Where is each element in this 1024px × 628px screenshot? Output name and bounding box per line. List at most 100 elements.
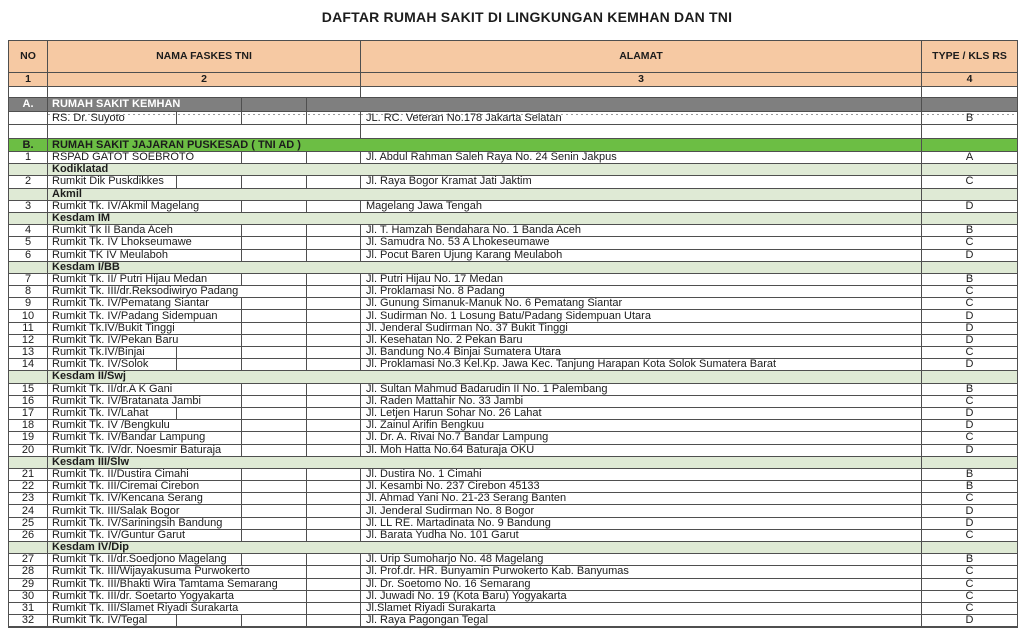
- cell-address: Jl. Pocut Baren Ujung Karang Meulaboh: [361, 249, 922, 261]
- cell-divider: [306, 298, 307, 310]
- hospital-name-text: Rumkit Tk. IV/Padang Sidempuan: [52, 310, 218, 322]
- cell-subsection-label: Kesdam I/BB: [48, 261, 922, 273]
- cell-type-class: D: [965, 407, 974, 420]
- cell-hospital-name: Rumkit Tk. IV /Bengkulu: [48, 420, 361, 432]
- cell-hospital-name: Rumkit Tk. IV Lhokseumawe: [48, 237, 361, 249]
- cell-divider: [306, 383, 307, 395]
- cell-empty: [9, 261, 48, 273]
- cell-divider: [241, 225, 242, 237]
- table-row: 14 Rumkit Tk. IV/Solok Jl. Proklamasi No.3…: [9, 359, 1017, 372]
- cell-no: 1: [9, 152, 48, 164]
- cell-empty: [922, 87, 1017, 97]
- subsection-label-text: Akmil: [52, 188, 82, 200]
- table-row: 28 Rumkit Tk. III/Wijayakusuma Purwokerto…: [9, 566, 1017, 579]
- cell-divider: [306, 517, 307, 529]
- cell-type-class: C: [965, 286, 974, 298]
- hospital-name-text: Rumkit Tk. IV/Solok: [52, 359, 149, 371]
- cell-address: Jl. Bandung No.4 Binjai Sumatera Utara: [361, 347, 922, 359]
- page-title: DAFTAR RUMAH SAKIT DI LINGKUNGAN KEMHAN …: [321, 9, 733, 25]
- cell-type-class: D: [965, 359, 974, 371]
- table-row: 29 Rumkit Tk. III/Bhakti Wira Tamtama Sem…: [9, 578, 1017, 591]
- cell-type-class: C: [965, 237, 974, 249]
- cell-no: 4: [9, 225, 48, 237]
- cell-divider: [306, 249, 307, 261]
- hospital-name-text: Rumkit Tk. IV/Pematang Siantar: [52, 298, 209, 310]
- hospital-name-text: Rumkit Tk. IV/Kencana Serang: [52, 493, 203, 505]
- cell-subsection-label: Kesdam IM: [48, 212, 922, 225]
- cell-hospital-name: Rumkit Tk. II/dr.Soedjono Magelang: [48, 554, 361, 566]
- cell-divider: [306, 578, 307, 590]
- cell-address: Jl. Raya Pagongan Tegal: [361, 615, 922, 627]
- cell-no: 25: [9, 517, 48, 529]
- hospital-name-text: Rumkit TK IV Meulaboh: [52, 249, 168, 261]
- cell-empty: [9, 212, 48, 225]
- cell-empty: [361, 125, 922, 138]
- cell-divider: [241, 310, 242, 322]
- cell-address: Jl. Moh Hatta No.64 Baturaja OKU: [361, 444, 922, 456]
- cell-no: 20: [9, 444, 48, 456]
- table-row: 9 Rumkit Tk. IV/Pematang Siantar Jl. Gunun…: [9, 298, 1017, 311]
- cell-no: 26: [9, 529, 48, 541]
- section-row-kemhan: A. RUMAH SAKIT KEMHAN: [9, 98, 1017, 112]
- cell-no: 3: [9, 200, 48, 212]
- cell-type-class: C: [965, 493, 974, 505]
- cell-divider: [176, 176, 177, 188]
- cell-address: Jl. Dr. A. Rivai No.7 Bandar Lampung: [361, 432, 922, 444]
- cell-type-class: C: [965, 578, 974, 590]
- cell-no: 21: [9, 468, 48, 481]
- cell-subsection-label: Kesdam IV/Dip: [48, 542, 922, 554]
- hospital-name-text: Rumkit Tk. IV/Tegal: [52, 615, 148, 627]
- cell-no: 31: [9, 602, 48, 615]
- hospital-name-text: RS. Dr. Suyoto: [52, 112, 125, 124]
- cell-no: 27: [9, 554, 48, 566]
- cell-subsection-label: Kesdam III/Slw: [48, 456, 922, 468]
- cell-type-class: B: [965, 481, 974, 493]
- hospital-name-text: Rumkit Tk. IV/Bratanata Jambi: [52, 395, 201, 407]
- hospital-name-text: Rumkit Tk. III/dr.Reksodiwiryo Padang: [52, 286, 239, 298]
- subsection-row: Akmil: [9, 188, 1017, 201]
- cell-divider: [306, 112, 307, 124]
- cell-hospital-name: Rumkit Tk. IV/Bratanata Jambi: [48, 395, 361, 407]
- spacer-row: [9, 125, 1017, 139]
- cell-no: 8: [9, 286, 48, 298]
- cell-subsection-label: Kodiklatad: [48, 164, 922, 176]
- cell-no: 14: [9, 359, 48, 371]
- table-row: 3 Rumkit Tk. IV/Akmil Magelang Magelang Ja…: [9, 200, 1017, 213]
- cell-no: 7: [9, 273, 48, 286]
- cell-address: Jl. Jenderal Sudirman No. 37 Bukit Tingg…: [361, 322, 922, 334]
- cell-divider: [306, 554, 307, 566]
- cell-address: Jl. Sultan Mahmud Badarudin II No. 1 Pal…: [361, 383, 922, 395]
- hospital-name-text: Rumkit Tk. II/ Putri Hijau Medan: [52, 273, 208, 285]
- cell-no: 32: [9, 615, 48, 627]
- table-row: 19 Rumkit Tk. IV/Bandar Lampung Jl. Dr. A.…: [9, 432, 1017, 445]
- table-row: 30 Rumkit Tk. III/dr. Soetarto Yogyakarta…: [9, 590, 1017, 603]
- cell-empty: [9, 371, 48, 383]
- hospital-name-text: Rumkit Tk. III/Salak Bogor: [52, 505, 180, 517]
- cell-divider: [176, 112, 177, 124]
- table-row: 11 Rumkit Tk.IV/Bukit Tinggi Jl. Jenderal …: [9, 322, 1017, 335]
- cell-type-class: D: [965, 310, 974, 322]
- header-no: NO: [9, 41, 48, 72]
- cell-divider: [306, 432, 307, 444]
- cell-type-class: D: [965, 615, 974, 627]
- cell-empty: [48, 125, 361, 138]
- section-label-text: RUMAH SAKIT KEMHAN: [52, 98, 181, 110]
- cell-type-class: D: [965, 517, 974, 529]
- cell-no: 28: [9, 566, 48, 578]
- table-row: 6 Rumkit TK IV Meulaboh Jl. Pocut Baren Uj…: [9, 249, 1017, 262]
- table-row: 17 Rumkit Tk. IV/Lahat Jl. Letjen Harun So…: [9, 407, 1017, 421]
- hospital-name-text: Rumkit Tk. II/Dustira Cimahi: [52, 468, 189, 480]
- cell-type-class: C: [965, 298, 974, 310]
- cell-divider: [241, 176, 242, 188]
- subsection-label-text: Kesdam I/BB: [52, 261, 120, 273]
- cell-hospital-name: Rumkit Tk. IV/Tegal: [48, 615, 361, 627]
- cell-type-class: B: [965, 383, 974, 395]
- cell-divider: [306, 225, 307, 237]
- cell-divider: [306, 322, 307, 334]
- cell-address: Jl. Putri Hijau No. 17 Medan: [361, 273, 922, 286]
- cell-no: 10: [9, 310, 48, 322]
- cell-no: 24: [9, 505, 48, 517]
- cell-address: Jl. Samudra No. 53 A Lhokeseumawe: [361, 237, 922, 249]
- cell-divider: [306, 615, 307, 627]
- cell-hospital-name: Rumkit Tk. IV/Solok: [48, 359, 361, 371]
